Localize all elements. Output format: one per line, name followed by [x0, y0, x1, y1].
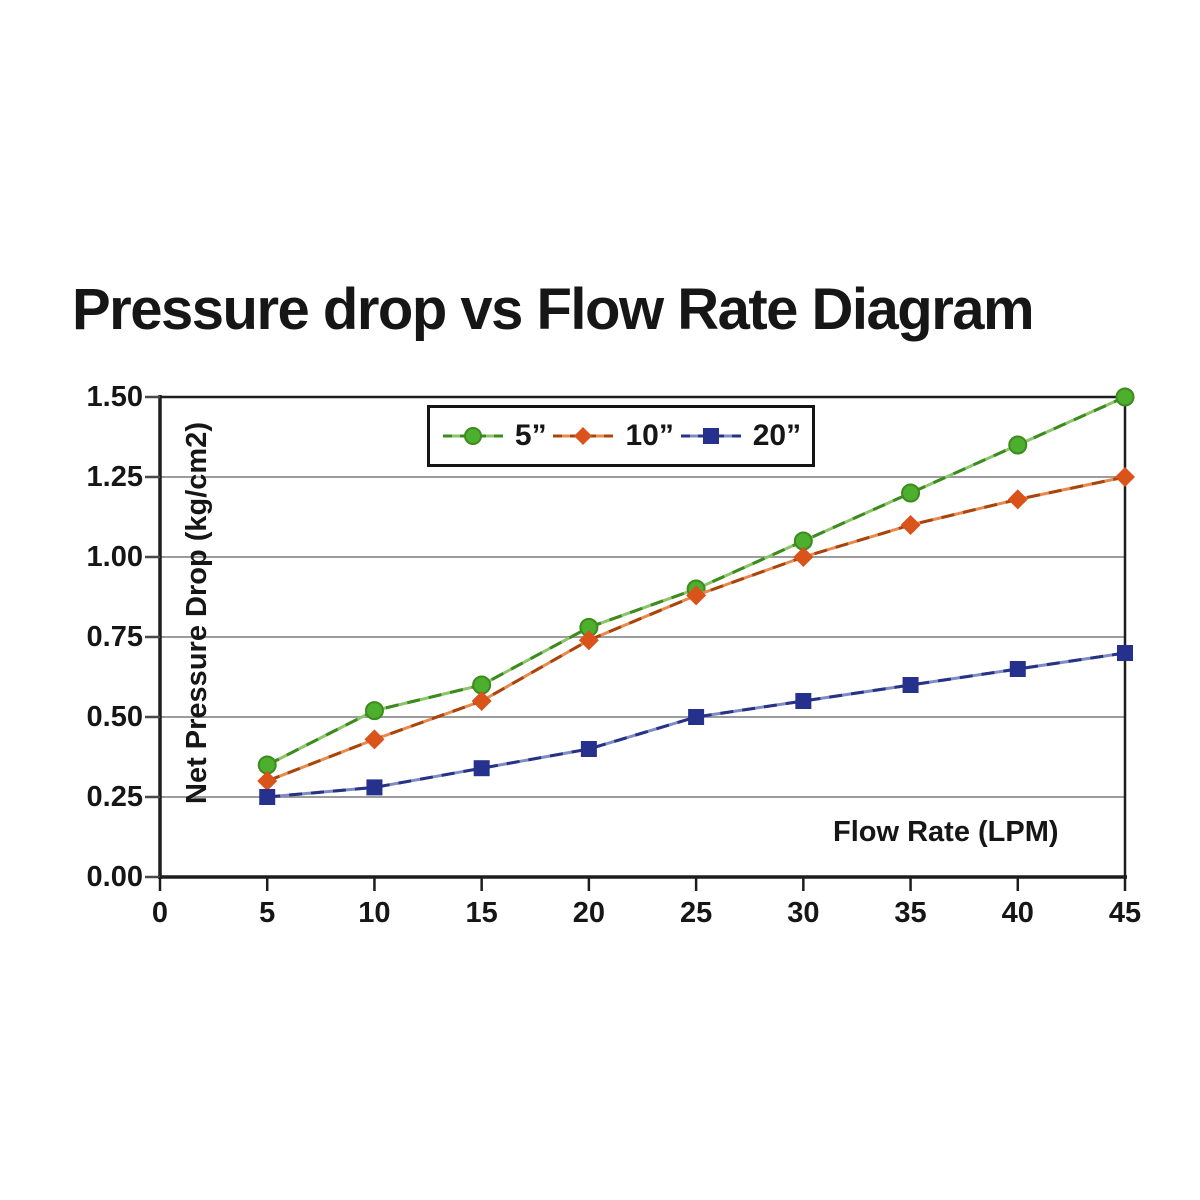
- series-5-marker: [1008, 435, 1028, 455]
- series-5-marker: [257, 755, 277, 775]
- series-10-marker: [793, 547, 814, 567]
- legend-item-20: 20”: [679, 419, 801, 453]
- series-5-marker: [364, 701, 384, 721]
- y-tick-label: 1.50: [86, 381, 143, 413]
- x-tick-label: 5: [259, 897, 276, 929]
- x-tick-label: 15: [465, 897, 498, 929]
- series-20-marker: [366, 779, 383, 796]
- legend-item-5: 5”: [441, 419, 547, 453]
- series-10-marker: [1115, 467, 1135, 487]
- series-20-marker: [902, 677, 919, 693]
- legend-marker-circle-icon: [442, 427, 503, 445]
- series-5-marker: [1115, 387, 1135, 407]
- legend-label: 20”: [752, 419, 802, 452]
- y-tick-label: 1.00: [86, 541, 143, 573]
- series-10-marker: [578, 630, 599, 651]
- series-20-marker: [259, 789, 276, 805]
- series-20-marker: [473, 760, 490, 777]
- x-tick-label: 20: [572, 897, 605, 929]
- series-10-line: [266, 475, 1126, 783]
- y-tick-label: 0.25: [86, 781, 143, 813]
- series-10-marker: [364, 729, 385, 750]
- x-tick-label: 0: [151, 897, 169, 929]
- series-10-marker: [471, 691, 492, 711]
- series-20-marker: [1117, 645, 1133, 661]
- legend: 5” 10” 20”: [427, 405, 815, 467]
- y-tick-label: 1.25: [86, 461, 143, 493]
- series-10-marker: [257, 771, 278, 791]
- y-tick-label: 0.00: [86, 861, 143, 893]
- y-axis-title: Net Pressure Drop (kg/cm2): [181, 422, 213, 804]
- y-tick-label: 0.75: [86, 621, 143, 653]
- series-10-marker: [900, 515, 921, 535]
- legend-label: 5”: [514, 419, 547, 452]
- series-5-marker: [472, 675, 492, 695]
- legend-marker-square-icon: [680, 428, 741, 444]
- series-20-marker: [688, 709, 705, 725]
- x-tick-label: 40: [1001, 897, 1034, 929]
- series-10-line-dash: [266, 475, 1126, 783]
- y-tick-label: 0.50: [86, 701, 143, 733]
- series-10-marker: [686, 585, 707, 606]
- x-tick-label: 25: [679, 897, 713, 929]
- series-20-line-dash: [267, 651, 1126, 799]
- x-axis-title: Flow Rate (LPM): [833, 816, 1059, 848]
- series-5-marker: [793, 531, 813, 551]
- legend-marker-diamond-icon: [553, 427, 614, 445]
- series-5-marker: [901, 483, 921, 503]
- legend-label: 10”: [625, 419, 674, 452]
- series-10-marker: [1007, 489, 1028, 510]
- x-tick-label: 30: [787, 897, 820, 929]
- series-20-marker: [1009, 661, 1026, 677]
- x-tick-label: 35: [894, 897, 927, 929]
- legend-item-10: 10”: [551, 419, 674, 453]
- chart-title: Pressure drop vs Flow Rate Diagram: [72, 277, 1035, 342]
- x-tick-label: 10: [358, 897, 391, 929]
- series-20-marker: [580, 741, 597, 757]
- x-tick-label: 45: [1108, 897, 1142, 929]
- series-20-marker: [795, 693, 812, 709]
